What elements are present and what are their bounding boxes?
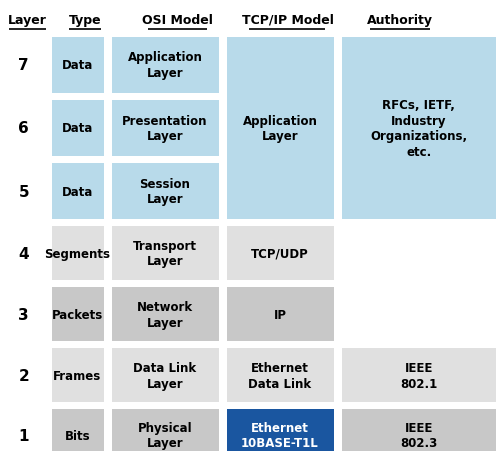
Text: 1: 1: [18, 428, 29, 443]
Text: Data: Data: [62, 59, 93, 72]
Text: 7: 7: [18, 58, 29, 73]
Text: Authority: Authority: [367, 14, 433, 27]
FancyBboxPatch shape: [342, 37, 496, 220]
Text: Network
Layer: Network Layer: [137, 300, 193, 329]
FancyBboxPatch shape: [52, 410, 104, 451]
FancyBboxPatch shape: [112, 37, 218, 93]
Text: Presentation
Layer: Presentation Layer: [122, 114, 208, 143]
Text: Application
Layer: Application Layer: [242, 114, 318, 143]
FancyBboxPatch shape: [342, 349, 496, 402]
FancyBboxPatch shape: [52, 349, 104, 402]
FancyBboxPatch shape: [112, 349, 218, 402]
Text: 5: 5: [18, 184, 29, 199]
Text: TCP/UDP: TCP/UDP: [251, 247, 309, 260]
Text: Bits: Bits: [64, 429, 90, 442]
FancyBboxPatch shape: [226, 349, 334, 402]
Text: Physical
Layer: Physical Layer: [138, 421, 192, 450]
Text: Frames: Frames: [54, 369, 102, 382]
FancyBboxPatch shape: [112, 164, 218, 220]
FancyBboxPatch shape: [112, 288, 218, 341]
Text: TCP/IP Model: TCP/IP Model: [242, 14, 334, 27]
FancyBboxPatch shape: [226, 410, 334, 451]
FancyBboxPatch shape: [52, 101, 104, 156]
Text: Data: Data: [62, 185, 93, 198]
Text: Packets: Packets: [52, 308, 103, 321]
Text: Transport
Layer: Transport Layer: [133, 239, 197, 268]
Text: 3: 3: [18, 307, 29, 322]
Text: IP: IP: [274, 308, 286, 321]
FancyBboxPatch shape: [52, 164, 104, 220]
FancyBboxPatch shape: [226, 37, 334, 220]
Text: Data: Data: [62, 122, 93, 135]
Text: IEEE
802.1: IEEE 802.1: [400, 361, 438, 390]
FancyBboxPatch shape: [112, 410, 218, 451]
FancyBboxPatch shape: [226, 227, 334, 281]
Text: Data Link
Layer: Data Link Layer: [134, 361, 196, 390]
Text: Ethernet
10BASE-T1L: Ethernet 10BASE-T1L: [241, 421, 319, 450]
Text: Layer: Layer: [8, 14, 47, 27]
FancyBboxPatch shape: [52, 37, 104, 93]
Text: Segments: Segments: [44, 247, 110, 260]
FancyBboxPatch shape: [226, 288, 334, 341]
Text: 4: 4: [18, 246, 29, 261]
Text: 2: 2: [18, 368, 29, 383]
Text: RFCs, IETF,
Industry
Organizations,
etc.: RFCs, IETF, Industry Organizations, etc.: [370, 99, 468, 158]
Text: 6: 6: [18, 121, 29, 136]
Text: Type: Type: [68, 14, 102, 27]
Text: Ethernet
Data Link: Ethernet Data Link: [248, 361, 312, 390]
Text: IEEE
802.3: IEEE 802.3: [400, 421, 438, 450]
FancyBboxPatch shape: [52, 227, 104, 281]
FancyBboxPatch shape: [112, 101, 218, 156]
Text: OSI Model: OSI Model: [142, 14, 213, 27]
FancyBboxPatch shape: [112, 227, 218, 281]
Text: Application
Layer: Application Layer: [128, 51, 202, 80]
FancyBboxPatch shape: [342, 410, 496, 451]
FancyBboxPatch shape: [52, 288, 104, 341]
Text: Session
Layer: Session Layer: [140, 177, 190, 206]
